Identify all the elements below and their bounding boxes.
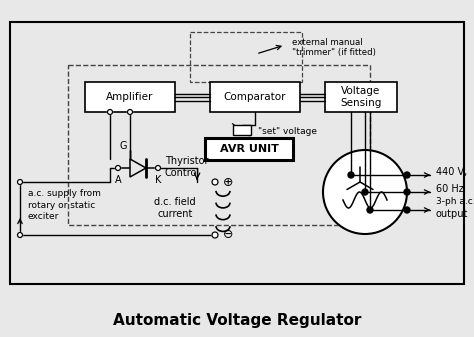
Circle shape (212, 179, 218, 185)
Bar (10, 22, 464, 284)
Text: K: K (155, 175, 161, 185)
Text: G: G (119, 141, 127, 151)
Bar (68, 65, 370, 225)
Circle shape (116, 165, 120, 171)
Text: ⊖: ⊖ (223, 228, 234, 242)
Text: a.c. supply from
rotary or static
exciter: a.c. supply from rotary or static excite… (28, 189, 101, 221)
Circle shape (128, 110, 133, 115)
Text: A: A (115, 175, 121, 185)
Text: AVR UNIT: AVR UNIT (219, 144, 278, 154)
Bar (190, 32, 302, 82)
Text: Amplifier: Amplifier (106, 92, 154, 102)
Text: "set" voltage: "set" voltage (258, 126, 317, 135)
Bar (205, 138, 293, 160)
Text: external manual
"trimmer" (if fitted): external manual "trimmer" (if fitted) (292, 38, 376, 57)
Circle shape (212, 232, 218, 238)
Circle shape (367, 207, 373, 213)
Text: Comparator: Comparator (224, 92, 286, 102)
Circle shape (18, 233, 22, 238)
Circle shape (155, 165, 161, 171)
Bar (233, 125, 251, 135)
Text: 440 V,: 440 V, (436, 167, 467, 177)
Text: output: output (436, 209, 468, 219)
Bar (210, 82, 300, 112)
Text: ⊕: ⊕ (223, 176, 234, 188)
Circle shape (323, 150, 407, 234)
Text: Voltage
Sensing: Voltage Sensing (340, 86, 382, 108)
Text: 60 Hz: 60 Hz (436, 184, 464, 194)
Circle shape (404, 172, 410, 178)
Text: d.c. field
current: d.c. field current (154, 197, 196, 219)
Text: 3-ph a.c.: 3-ph a.c. (436, 197, 474, 207)
Text: Automatic Voltage Regulator: Automatic Voltage Regulator (113, 312, 361, 328)
Circle shape (18, 180, 22, 184)
Text: Thyristor
Control: Thyristor Control (165, 156, 209, 178)
Circle shape (404, 207, 410, 213)
Circle shape (404, 189, 410, 195)
Circle shape (108, 110, 112, 115)
Circle shape (362, 189, 368, 195)
Bar (325, 82, 397, 112)
Circle shape (348, 172, 354, 178)
Bar (85, 82, 175, 112)
